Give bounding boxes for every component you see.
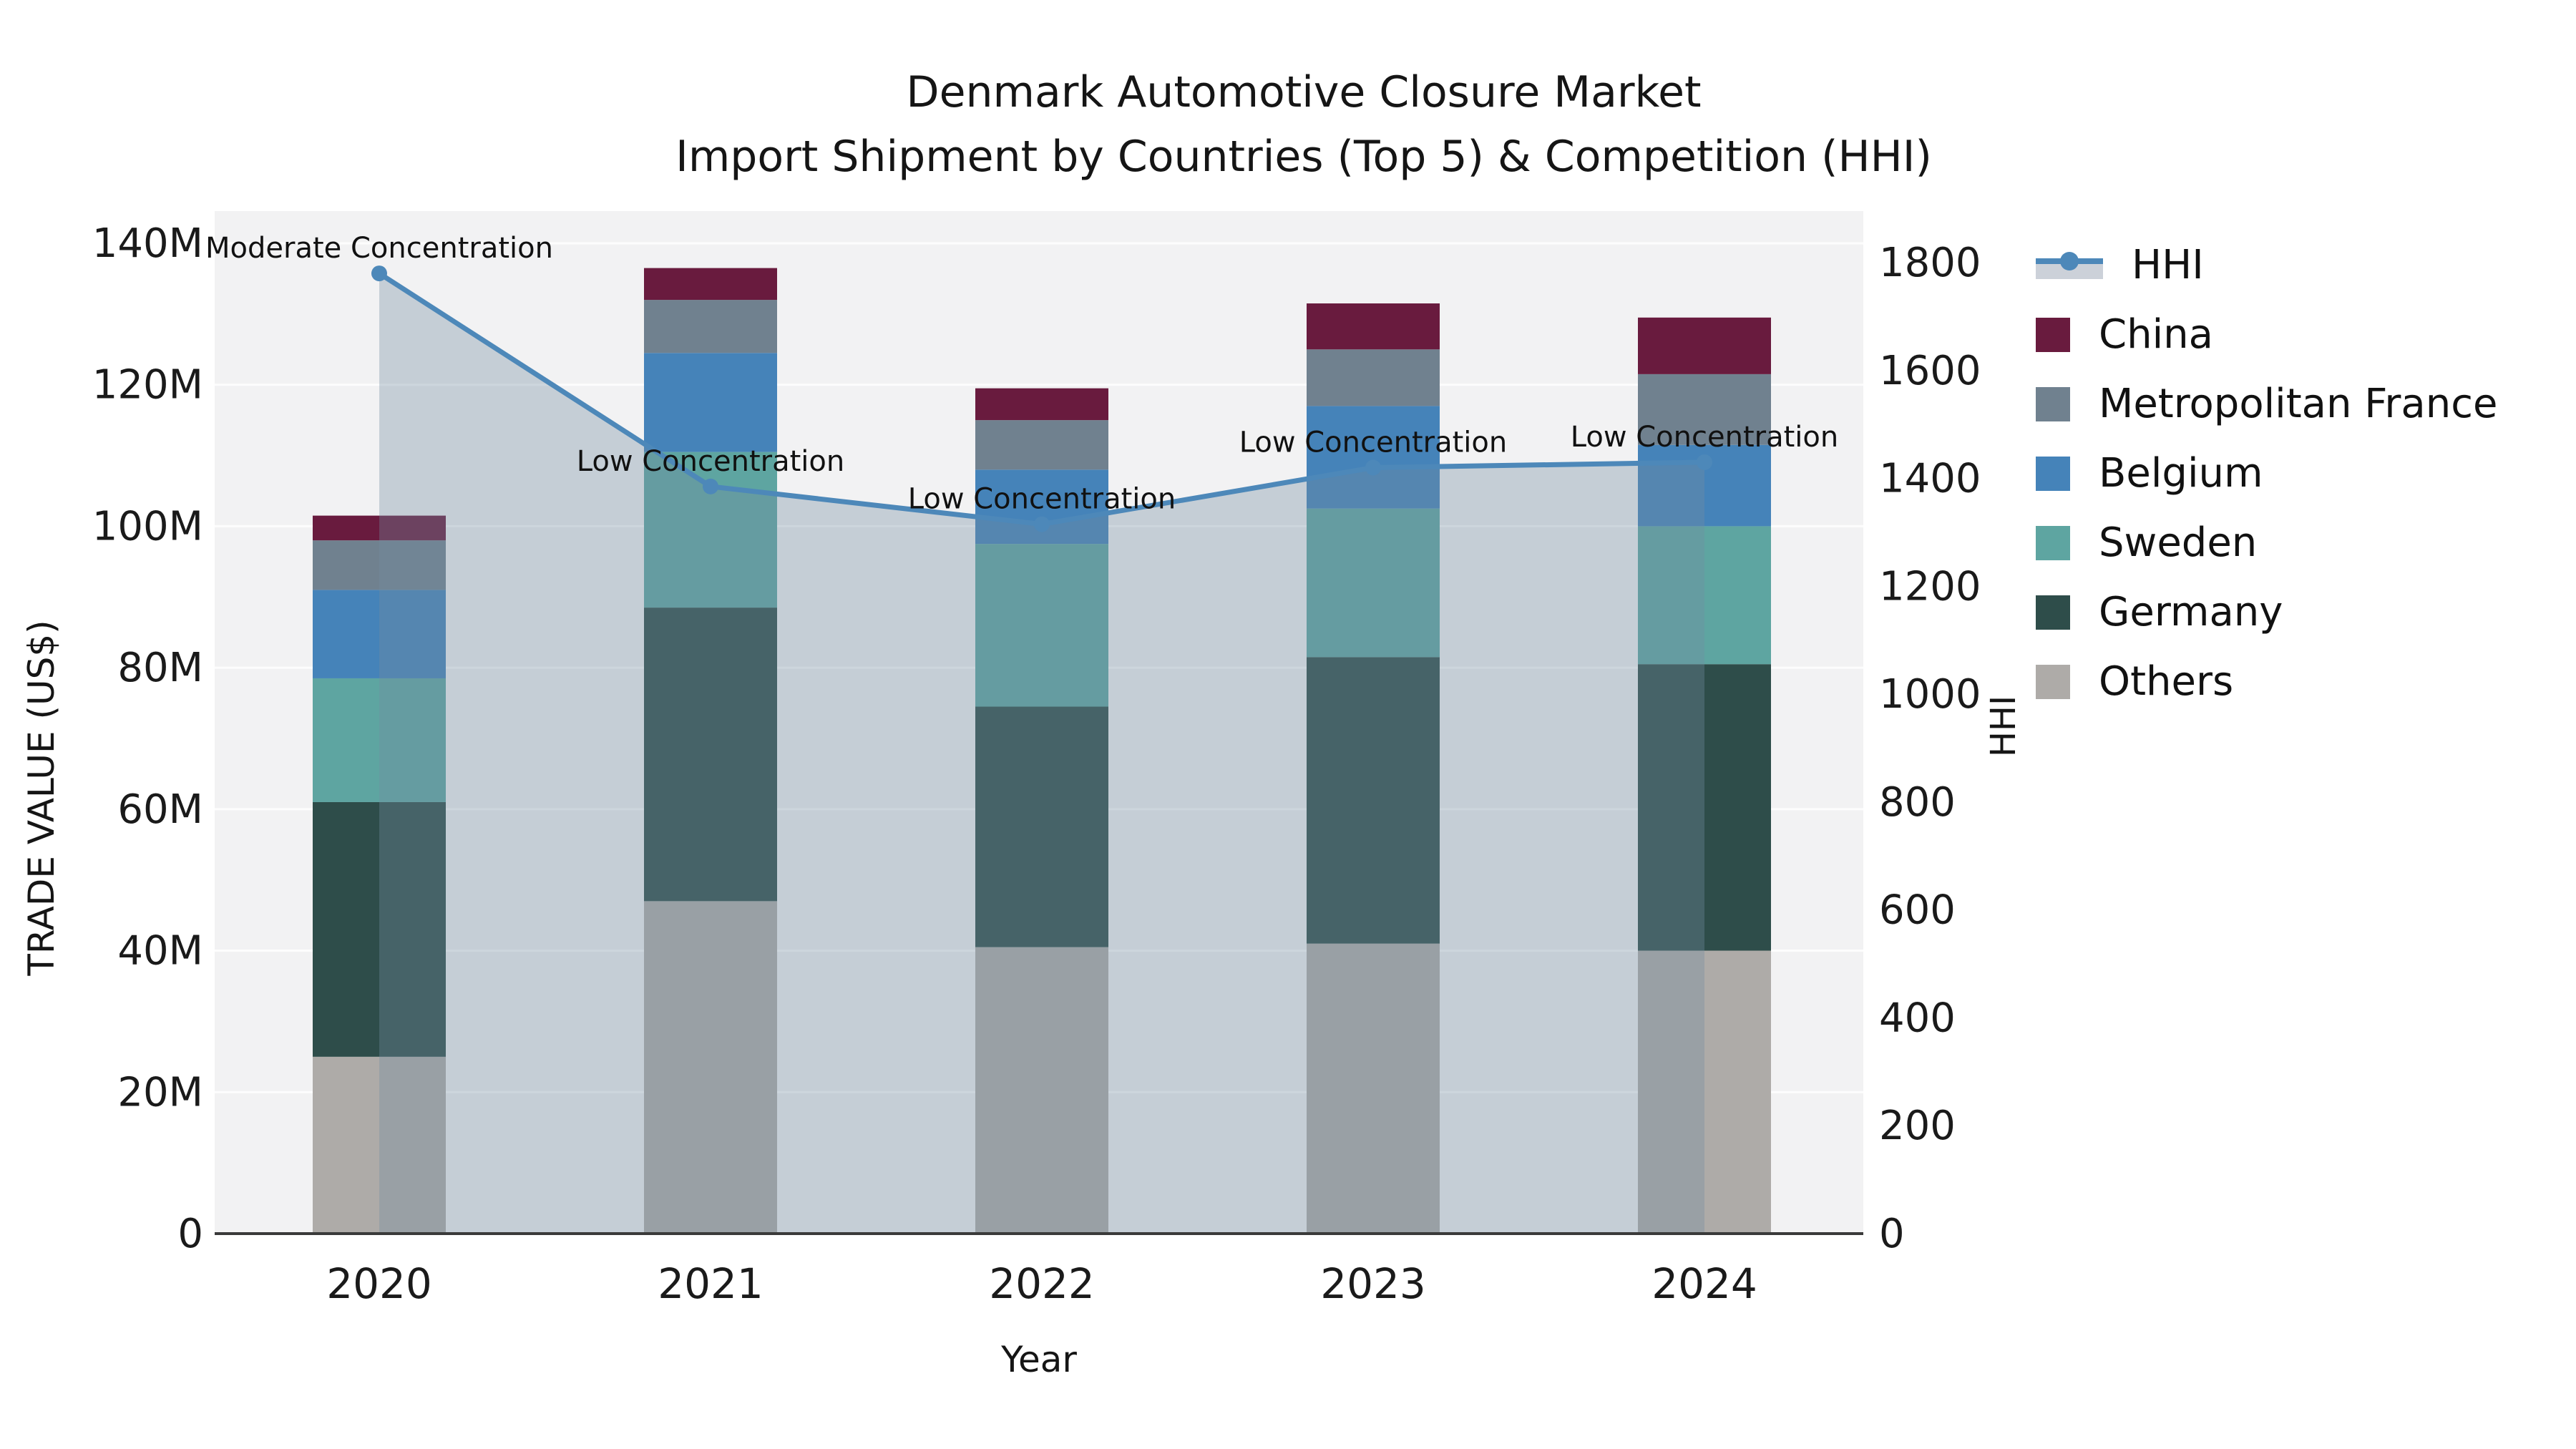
legend-label: Sweden <box>2099 519 2258 566</box>
hhi-marker-2024 <box>1697 454 1712 470</box>
bar-segment-china-2023 <box>1307 303 1440 350</box>
bar-segment-germany-2023 <box>1307 657 1440 944</box>
bar-segment-china-2024 <box>1638 317 1771 374</box>
y-right-tick-800: 800 <box>1879 779 1956 826</box>
chart-title-line1: Denmark Automotive Closure Market <box>906 67 1702 117</box>
y-right-tick-400: 400 <box>1879 995 1956 1041</box>
bar-segment-others-2020 <box>313 1056 446 1234</box>
bar-segment-sweden-2023 <box>1307 508 1440 658</box>
x-tick-2022: 2022 <box>989 1259 1095 1308</box>
annotation-2023: Low Concentration <box>1239 426 1507 459</box>
hhi-line-swatch-icon <box>2036 248 2103 283</box>
chart-title: Denmark Automotive Closure Market Import… <box>675 60 1932 189</box>
hhi-area-fill <box>379 273 1704 1234</box>
bar-segment-sweden-2021 <box>644 452 777 608</box>
y-right-tick-600: 600 <box>1879 887 1956 934</box>
y-left-tick-20M: 20M <box>117 1069 203 1116</box>
legend-item-sweden: Sweden <box>2036 508 2497 577</box>
y-right-tick-1000: 1000 <box>1879 671 1981 718</box>
bar-segment-metropolitan-france-2024 <box>1638 374 1771 445</box>
y-axis-title-right: HHI <box>1984 695 2024 758</box>
bar-segment-sweden-2022 <box>975 544 1108 707</box>
hhi-marker-2020 <box>371 265 387 282</box>
x-tick-2024: 2024 <box>1652 1259 1757 1308</box>
legend-swatch-icon <box>2036 386 2070 421</box>
chart-title-line2: Import Shipment by Countries (Top 5) & C… <box>675 132 1932 182</box>
y-left-tick-80M: 80M <box>117 645 203 691</box>
y-left-tick-100M: 100M <box>92 503 203 550</box>
annotation-2020: Moderate Concentration <box>205 232 553 265</box>
y-axis-title-left: TRADE VALUE (US$) <box>21 620 62 976</box>
hhi-marker-2022 <box>1034 516 1050 532</box>
y-right-tick-200: 200 <box>1879 1103 1956 1149</box>
hhi-marker-2023 <box>1365 459 1381 476</box>
x-tick-2020: 2020 <box>326 1259 432 1308</box>
bar-segment-metropolitan-france-2021 <box>644 300 777 353</box>
bar-segment-others-2022 <box>975 947 1108 1234</box>
x-axis-title: Year <box>1001 1339 1077 1380</box>
bar-segment-germany-2022 <box>975 706 1108 947</box>
legend-label: Metropolitan France <box>2099 381 2498 427</box>
y-right-tick-1600: 1600 <box>1879 348 1981 394</box>
legend-item-metropolitan-france: Metropolitan France <box>2036 369 2497 439</box>
bar-segment-sweden-2020 <box>313 678 446 802</box>
bar-segment-china-2020 <box>313 515 446 541</box>
y-left-tick-0: 0 <box>177 1211 203 1257</box>
y-right-tick-0: 0 <box>1879 1211 1905 1257</box>
y-left-tick-40M: 40M <box>117 928 203 975</box>
annotation-2024: Low Concentration <box>1571 421 1838 454</box>
legend-label: Germany <box>2099 589 2283 635</box>
bar-segment-belgium-2021 <box>644 353 777 452</box>
bar-segment-sweden-2024 <box>1638 526 1771 665</box>
hhi-marker-2021 <box>703 478 718 494</box>
x-tick-2023: 2023 <box>1320 1259 1426 1308</box>
y-right-tick-1400: 1400 <box>1879 456 1981 502</box>
legend-swatch-icon <box>2036 317 2070 352</box>
bar-segment-others-2024 <box>1638 950 1771 1234</box>
bar-segment-metropolitan-france-2020 <box>313 540 446 590</box>
y-right-tick-1200: 1200 <box>1879 563 1981 610</box>
legend-swatch-icon <box>2036 595 2070 630</box>
y-left-tick-60M: 60M <box>117 786 203 833</box>
legend-swatch-icon <box>2036 664 2070 699</box>
legend-item-belgium: Belgium <box>2036 439 2497 508</box>
legend-swatch-icon <box>2036 456 2070 491</box>
legend-item-germany: Germany <box>2036 577 2497 647</box>
hhi-marker-swatch <box>2060 251 2079 270</box>
bar-segment-metropolitan-france-2022 <box>975 420 1108 470</box>
bar-segment-belgium-2023 <box>1307 406 1440 509</box>
x-tick-2021: 2021 <box>658 1259 763 1308</box>
legend-label: Belgium <box>2099 450 2263 497</box>
bar-segment-china-2022 <box>975 388 1108 421</box>
bar-segment-others-2023 <box>1307 943 1440 1234</box>
legend-label: Others <box>2099 658 2234 705</box>
legend-item-china: China <box>2036 300 2497 369</box>
bar-segment-germany-2021 <box>644 608 777 902</box>
bar-segment-germany-2020 <box>313 801 446 1057</box>
legend-item-others: Others <box>2036 647 2497 716</box>
legend-swatch-icon <box>2036 525 2070 560</box>
y-right-tick-1800: 1800 <box>1879 240 1981 286</box>
bar-segment-belgium-2020 <box>313 590 446 678</box>
legend-label: China <box>2099 311 2213 358</box>
legend: HHI China Metropolitan France Belgium Sweden… <box>2036 230 2497 716</box>
y-left-tick-120M: 120M <box>92 362 203 409</box>
annotation-2022: Low Concentration <box>908 483 1176 516</box>
legend-label: HHI <box>2132 242 2204 288</box>
bar-segment-metropolitan-france-2023 <box>1307 349 1440 406</box>
bar-segment-china-2021 <box>644 268 777 301</box>
annotation-2021: Low Concentration <box>577 445 844 478</box>
y-left-tick-140M: 140M <box>92 220 203 267</box>
bar-segment-germany-2024 <box>1638 664 1771 951</box>
legend-item-hhi: HHI <box>2036 230 2497 300</box>
bar-segment-others-2021 <box>644 901 777 1234</box>
